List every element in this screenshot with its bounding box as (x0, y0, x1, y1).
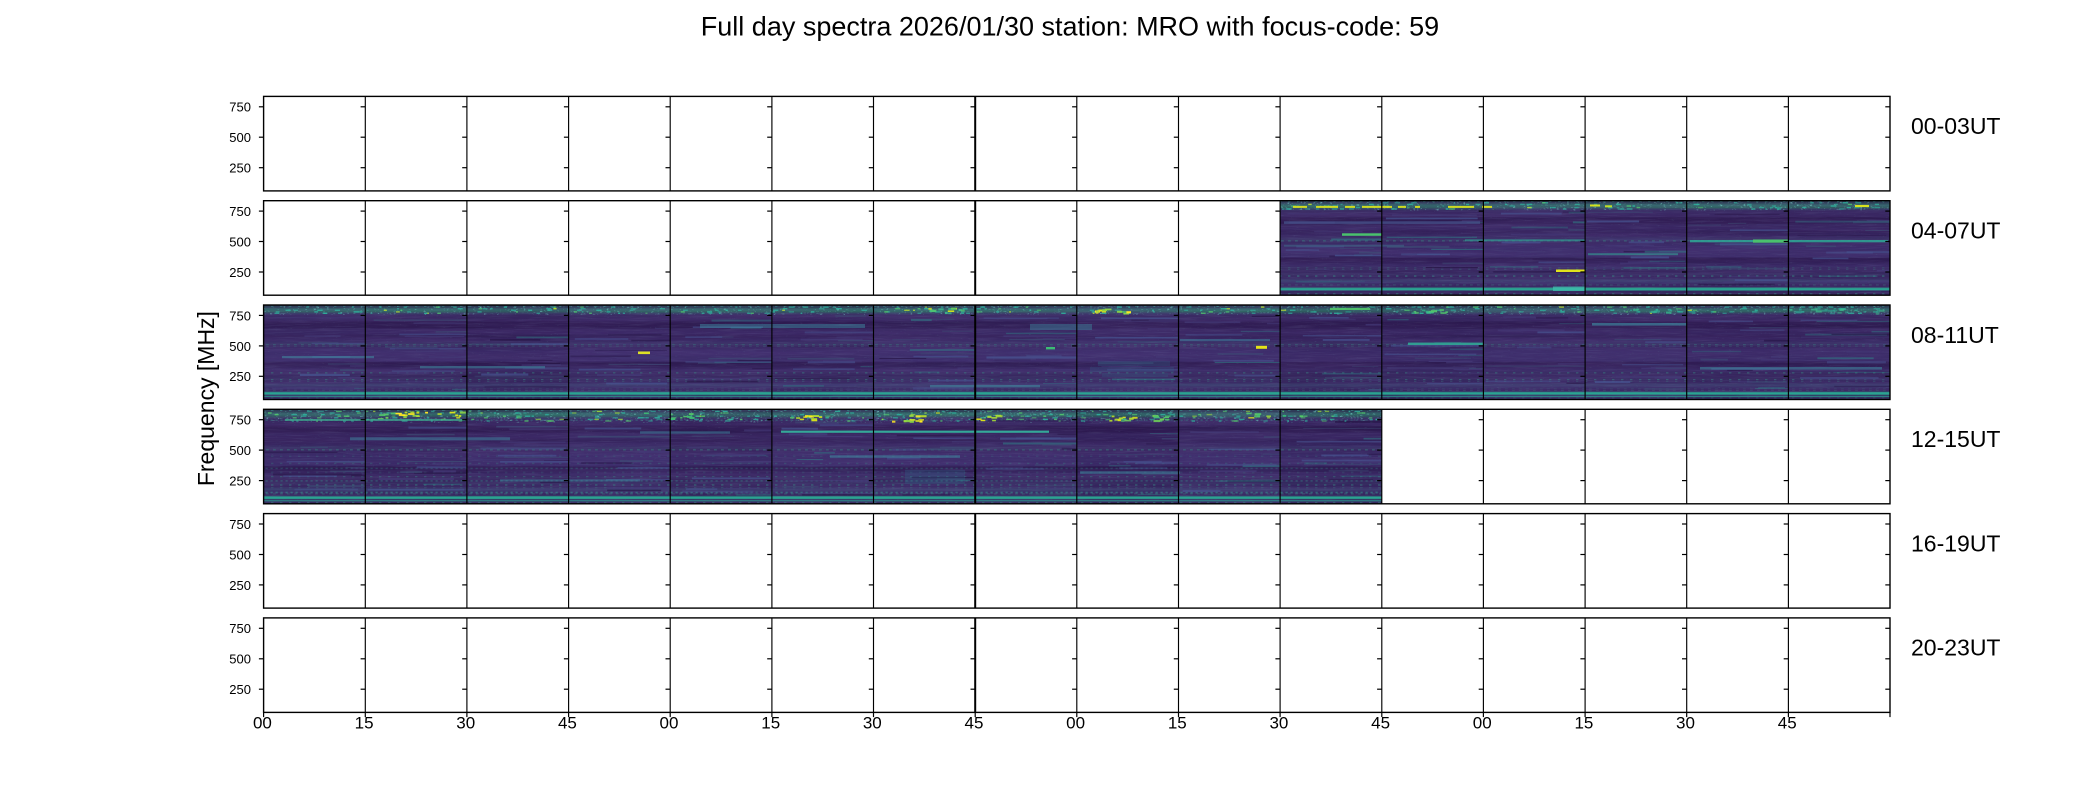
svg-text:15: 15 (1574, 714, 1593, 733)
svg-text:500: 500 (229, 130, 251, 145)
svg-text:30: 30 (1269, 714, 1288, 733)
svg-text:250: 250 (229, 578, 251, 593)
svg-text:45: 45 (1371, 714, 1390, 733)
svg-text:750: 750 (229, 204, 251, 219)
svg-text:15: 15 (1168, 714, 1187, 733)
svg-text:45: 45 (965, 714, 984, 733)
svg-text:500: 500 (229, 652, 251, 667)
svg-text:45: 45 (558, 714, 577, 733)
svg-text:30: 30 (456, 714, 475, 733)
svg-text:16-19UT: 16-19UT (1911, 530, 2000, 556)
svg-text:500: 500 (229, 443, 251, 458)
svg-text:20-23UT: 20-23UT (1911, 635, 2000, 661)
svg-text:00-03UT: 00-03UT (1911, 113, 2000, 139)
svg-text:750: 750 (229, 308, 251, 323)
svg-text:30: 30 (1676, 714, 1695, 733)
svg-text:12-15UT: 12-15UT (1911, 426, 2000, 452)
svg-text:45: 45 (1778, 714, 1797, 733)
svg-text:500: 500 (229, 547, 251, 562)
svg-text:00: 00 (660, 714, 679, 733)
svg-text:15: 15 (761, 714, 780, 733)
svg-text:00: 00 (1473, 714, 1492, 733)
svg-text:250: 250 (229, 161, 251, 176)
svg-text:250: 250 (229, 682, 251, 697)
svg-text:30: 30 (863, 714, 882, 733)
svg-text:500: 500 (229, 339, 251, 354)
svg-text:00: 00 (253, 714, 272, 733)
svg-text:Frequency [MHz]: Frequency [MHz] (193, 311, 219, 486)
svg-text:250: 250 (229, 474, 251, 489)
svg-text:Full day spectra 2026/01/30 st: Full day spectra 2026/01/30 station: MRO… (701, 12, 1439, 42)
svg-text:750: 750 (229, 621, 251, 636)
svg-text:00: 00 (1066, 714, 1085, 733)
svg-text:250: 250 (229, 369, 251, 384)
svg-text:15: 15 (355, 714, 374, 733)
svg-text:750: 750 (229, 413, 251, 428)
svg-text:750: 750 (229, 100, 251, 115)
svg-text:04-07UT: 04-07UT (1911, 218, 2000, 244)
svg-text:08-11UT: 08-11UT (1911, 322, 1999, 348)
svg-text:250: 250 (229, 265, 251, 280)
svg-text:500: 500 (229, 234, 251, 249)
svg-text:750: 750 (229, 517, 251, 532)
